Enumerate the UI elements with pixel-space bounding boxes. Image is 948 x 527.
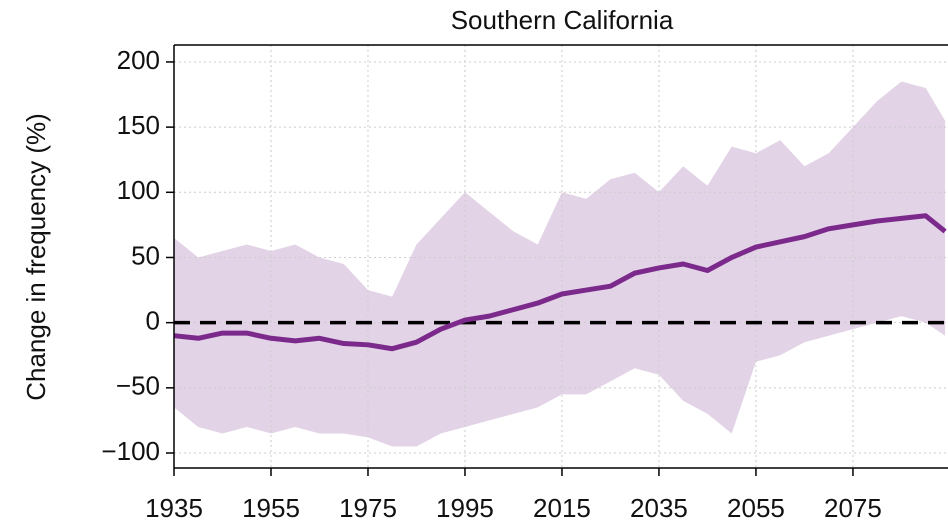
x-tick-label: 1995 xyxy=(436,493,494,523)
y-tick-label: 150 xyxy=(117,110,160,140)
y-tick-label: −50 xyxy=(116,371,160,401)
x-tick-label: 1935 xyxy=(145,493,203,523)
x-tick-label: 1975 xyxy=(339,493,397,523)
chart-title: Southern California xyxy=(451,5,674,35)
x-tick-label: 2035 xyxy=(630,493,688,523)
y-axis-label: Change in frequency (%) xyxy=(21,113,51,401)
x-tick-label: 2015 xyxy=(533,493,591,523)
x-tick-label: 2075 xyxy=(824,493,882,523)
range-band xyxy=(174,81,946,447)
y-tick-label: 0 xyxy=(146,306,160,336)
x-tick-label: 1955 xyxy=(242,493,300,523)
y-tick-label: 200 xyxy=(117,45,160,75)
x-tick-label: 2055 xyxy=(727,493,785,523)
y-tick-label: 50 xyxy=(131,240,160,270)
data-line xyxy=(173,213,947,352)
y-tick-label: 100 xyxy=(117,175,160,205)
y-tick-label: −100 xyxy=(101,436,160,466)
